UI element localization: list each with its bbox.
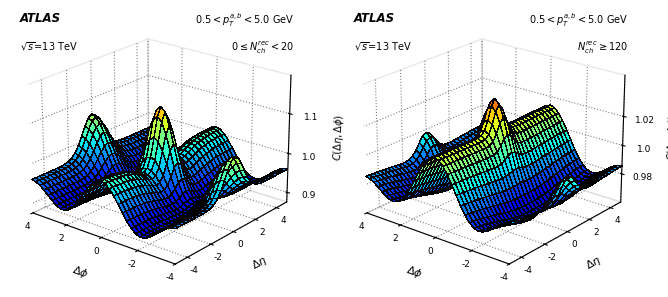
- Text: $0.5<p_T^{a,b}<5.0$ GeV: $0.5<p_T^{a,b}<5.0$ GeV: [528, 12, 628, 29]
- Y-axis label: $\Delta\eta$: $\Delta\eta$: [583, 253, 605, 274]
- Text: ATLAS: ATLAS: [354, 12, 395, 25]
- Text: $\sqrt{s}$=13 TeV: $\sqrt{s}$=13 TeV: [20, 40, 78, 53]
- X-axis label: $\Delta\phi$: $\Delta\phi$: [69, 263, 90, 281]
- Y-axis label: $\Delta\eta$: $\Delta\eta$: [249, 253, 271, 274]
- Text: $\sqrt{s}$=13 TeV: $\sqrt{s}$=13 TeV: [354, 40, 412, 53]
- Text: $0\leq N_{ch}^{rec}<20$: $0\leq N_{ch}^{rec}<20$: [231, 40, 294, 56]
- Text: $0.5<p_T^{a,b}<5.0$ GeV: $0.5<p_T^{a,b}<5.0$ GeV: [194, 12, 294, 29]
- Text: $N_{ch}^{rec}\geq 120$: $N_{ch}^{rec}\geq 120$: [577, 40, 628, 56]
- X-axis label: $\Delta\phi$: $\Delta\phi$: [403, 263, 424, 281]
- Text: ATLAS: ATLAS: [20, 12, 61, 25]
